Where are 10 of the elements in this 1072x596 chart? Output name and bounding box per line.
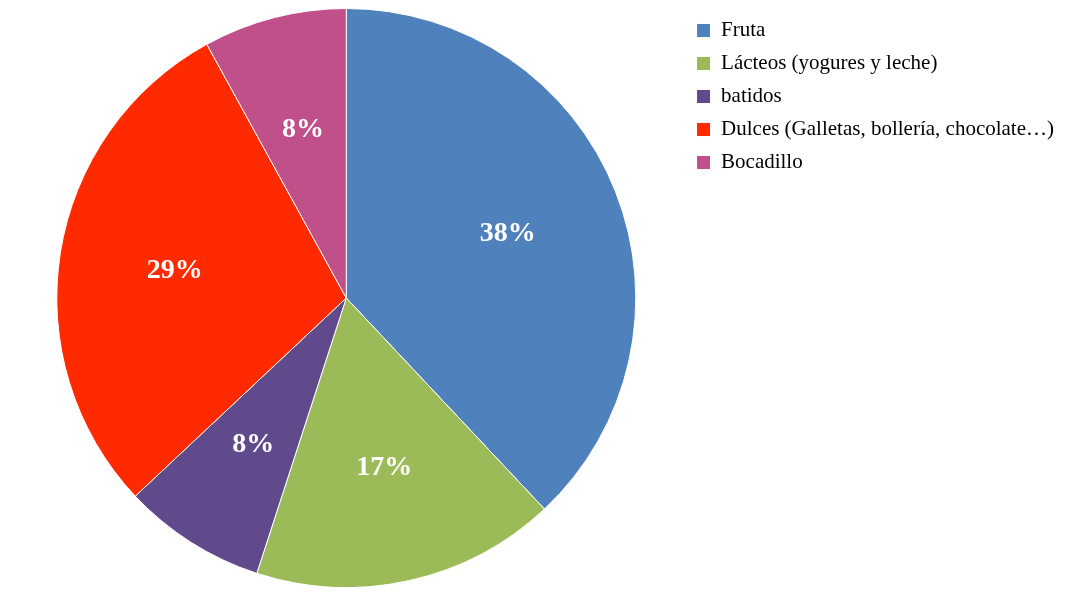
legend-label: Fruta bbox=[721, 17, 767, 42]
legend-label: Lácteos (yogures y leche) bbox=[721, 50, 938, 75]
data-label: 8% bbox=[232, 426, 275, 458]
data-label: 8% bbox=[282, 111, 325, 143]
data-label: 29% bbox=[146, 253, 203, 285]
legend-label: Dulces (Galletas, bollería, chocolate…) bbox=[721, 116, 1055, 141]
data-label: 17% bbox=[356, 449, 413, 481]
legend-label: Bocadillo bbox=[721, 149, 803, 174]
data-label: 38% bbox=[479, 216, 536, 248]
legend-label: batidos bbox=[721, 83, 782, 108]
